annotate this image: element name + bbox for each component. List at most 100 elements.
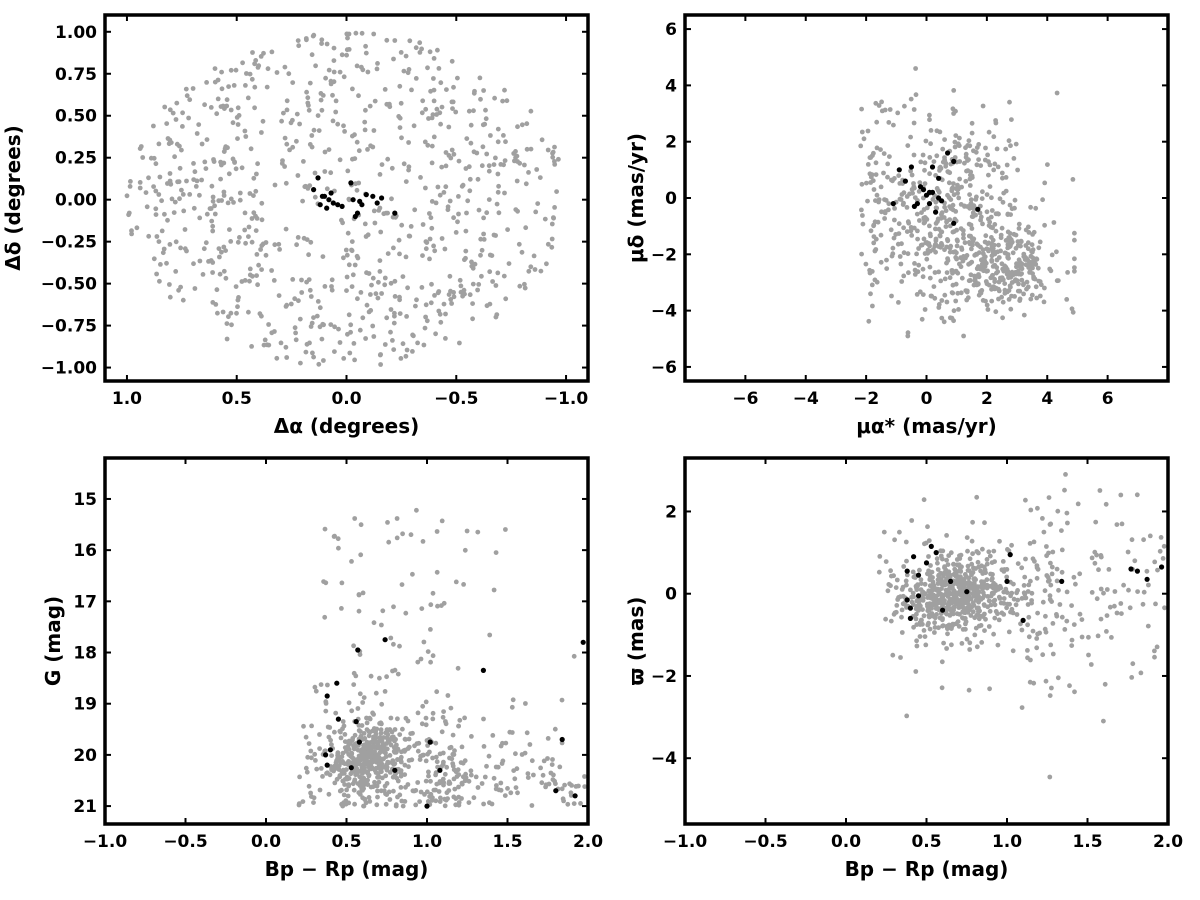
field-star-point	[876, 569, 882, 575]
member-star-point	[348, 765, 354, 771]
field-star-point	[354, 187, 360, 193]
field-star-point	[165, 136, 171, 141]
field-star-point	[348, 771, 354, 777]
field-star-point	[506, 261, 512, 266]
field-star-point	[428, 627, 433, 632]
field-star-point	[366, 772, 372, 778]
field-star-point	[481, 801, 486, 807]
field-star-point	[295, 173, 301, 178]
field-star-point	[430, 710, 436, 716]
field-star-point	[164, 260, 169, 266]
field-star-point	[944, 299, 950, 305]
member-star-point	[933, 550, 939, 556]
field-star-point	[355, 296, 360, 302]
field-star-point	[419, 606, 425, 611]
member-star-point	[424, 803, 430, 809]
field-star-point	[990, 272, 995, 278]
field-star-point	[988, 584, 994, 589]
field-star-point	[421, 639, 427, 645]
field-star-point	[939, 315, 945, 321]
field-star-point	[1072, 230, 1077, 236]
field-star-point	[446, 788, 452, 793]
member-star-point	[311, 187, 317, 193]
field-star-point	[372, 754, 377, 760]
field-star-point	[944, 218, 950, 224]
field-star-point	[405, 285, 410, 291]
field-star-point	[363, 778, 369, 784]
field-star-point	[513, 785, 519, 790]
field-star-point	[411, 123, 417, 129]
field-star-point	[343, 798, 349, 804]
field-star-point	[877, 554, 883, 559]
field-star-point	[550, 154, 556, 160]
field-star-point	[232, 160, 238, 165]
field-star-point	[387, 101, 392, 107]
field-star-point	[332, 324, 337, 330]
field-star-point	[340, 719, 346, 724]
y-tick-label: −1.00	[41, 359, 97, 379]
field-star-point	[311, 315, 316, 320]
field-star-point	[235, 239, 241, 245]
field-star-point	[967, 556, 973, 562]
field-star-point	[379, 162, 385, 168]
field-star-point	[550, 149, 556, 155]
field-star-point	[441, 759, 446, 765]
field-star-point	[423, 699, 429, 705]
field-star-point	[294, 111, 300, 117]
field-star-point	[443, 311, 448, 317]
field-star-point	[967, 640, 973, 646]
field-star-point	[430, 590, 436, 596]
field-star-point	[179, 147, 184, 153]
field-star-point	[363, 234, 369, 239]
member-star-point	[317, 202, 323, 208]
field-star-point	[928, 563, 933, 568]
field-star-point	[1021, 583, 1027, 588]
field-star-point	[367, 103, 373, 109]
field-star-point	[439, 518, 445, 524]
field-star-point	[466, 800, 472, 805]
field-star-point	[295, 38, 301, 43]
field-star-point	[308, 790, 313, 796]
field-star-point	[957, 553, 962, 559]
field-star-point	[387, 797, 393, 802]
field-star-point	[191, 205, 197, 211]
field-star-point	[445, 207, 451, 213]
y-tick-label: 15	[73, 490, 97, 510]
field-star-point	[428, 602, 434, 608]
field-star-point	[962, 581, 968, 587]
field-star-point	[917, 218, 922, 223]
field-star-point	[395, 778, 401, 784]
field-star-point	[468, 122, 474, 128]
field-star-point	[935, 567, 941, 572]
field-star-point	[1028, 204, 1033, 210]
field-star-point	[554, 189, 559, 195]
field-star-point	[464, 136, 470, 142]
field-star-point	[318, 97, 324, 103]
field-star-point	[991, 167, 997, 173]
field-star-point	[951, 562, 956, 567]
field-star-point	[278, 340, 284, 346]
field-star-point	[918, 581, 924, 586]
field-star-point	[226, 314, 231, 320]
field-star-point	[1021, 291, 1026, 297]
field-star-point	[969, 120, 975, 126]
field-star-point	[240, 60, 246, 66]
field-star-point	[969, 561, 975, 567]
field-star-point	[235, 297, 241, 303]
field-star-point	[389, 735, 395, 740]
field-star-point	[917, 634, 923, 639]
field-star-point	[1013, 602, 1019, 608]
field-star-point	[406, 233, 412, 239]
field-star-point	[437, 192, 443, 198]
field-star-point	[904, 605, 909, 610]
field-star-point	[447, 198, 453, 204]
field-star-point	[220, 309, 226, 315]
field-star-point	[859, 207, 864, 213]
field-star-point	[982, 628, 987, 633]
field-star-point	[939, 229, 945, 235]
y-tick-label: 16	[73, 541, 97, 561]
field-star-point	[890, 178, 895, 184]
field-star-point	[375, 774, 380, 780]
field-star-point	[153, 206, 159, 212]
